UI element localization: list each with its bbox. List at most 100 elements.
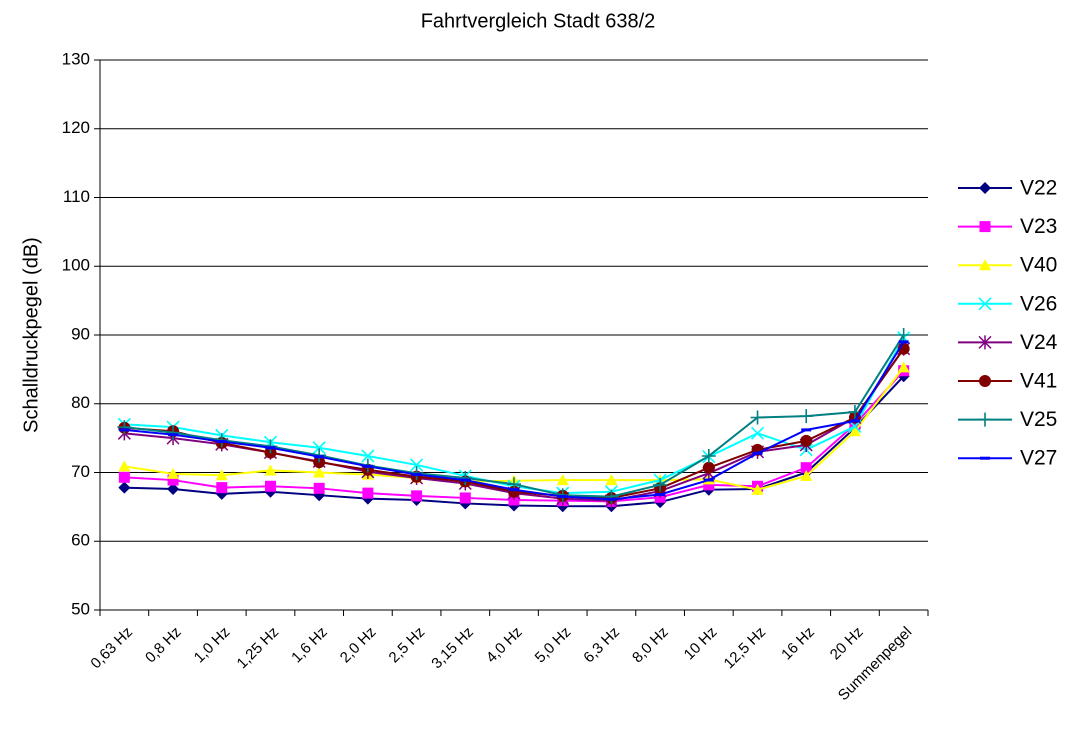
point [604, 489, 619, 504]
point [215, 469, 228, 481]
point [750, 410, 765, 425]
point [655, 493, 666, 496]
y-tick-label: 90 [71, 324, 90, 343]
point [167, 474, 179, 486]
point [118, 460, 131, 472]
y-tick-label: 80 [71, 393, 90, 412]
legend-marker [979, 221, 991, 233]
point [410, 458, 424, 472]
series [119, 340, 909, 501]
legend-label: V22 [1020, 177, 1057, 200]
point [509, 488, 519, 492]
y-tick-label: 60 [71, 531, 90, 550]
x-tick-label: 1,6 Hz [288, 624, 331, 667]
y-tick-label: 130 [62, 49, 90, 68]
point [411, 473, 422, 477]
x-tick-label: 4,0 Hz [483, 624, 526, 667]
legend-label: V27 [1020, 447, 1057, 470]
point [459, 492, 471, 504]
point [800, 469, 813, 481]
point [264, 464, 277, 476]
point [653, 477, 668, 492]
y-tick-label: 120 [62, 118, 90, 137]
x-tick-label: 1,0 Hz [191, 624, 234, 667]
x-tick-label: 2,5 Hz [386, 624, 429, 667]
x-tick-label: 0,8 Hz [142, 624, 185, 667]
point [703, 479, 715, 491]
point [166, 425, 181, 440]
point [752, 451, 763, 455]
line [124, 366, 905, 491]
point [362, 487, 374, 499]
line [124, 337, 905, 495]
y-tick-label: 110 [63, 187, 90, 206]
point [119, 428, 130, 432]
x-tick-label: 5,0 Hz [532, 624, 575, 667]
point [460, 478, 471, 482]
legend-marker [978, 335, 992, 350]
point [557, 495, 568, 499]
point [117, 420, 132, 435]
point [265, 446, 276, 450]
point [168, 433, 179, 437]
legend-label: V24 [1020, 331, 1058, 354]
x-tick-label: 10 Hz [681, 624, 721, 664]
point [216, 482, 228, 494]
x-tick-label: 12,5 Hz [721, 624, 770, 673]
point [605, 474, 618, 486]
point [312, 441, 326, 455]
legend-marker [980, 456, 990, 460]
x-tick-label: 2,0 Hz [337, 624, 380, 667]
point [701, 449, 716, 463]
legend-label: V25 [1020, 408, 1057, 431]
y-tick-label: 50 [71, 599, 90, 618]
point [849, 419, 860, 423]
legend-marker [979, 182, 991, 194]
x-tick-label: 1,25 Hz [234, 624, 283, 673]
point [361, 449, 375, 463]
legend-label: V41 [1020, 370, 1057, 393]
point [703, 478, 714, 482]
point [800, 434, 813, 447]
x-tick-label: 3,15 Hz [428, 624, 477, 673]
point [362, 464, 373, 468]
point [313, 482, 325, 494]
x-tick-label: 20 Hz [827, 624, 867, 664]
legend-marker [978, 297, 992, 311]
legend-marker [979, 259, 991, 271]
point [898, 340, 909, 344]
point [314, 455, 325, 459]
legend-marker [978, 412, 992, 427]
point [896, 328, 911, 342]
point [167, 483, 180, 495]
point [751, 483, 764, 495]
point [750, 426, 765, 440]
point [313, 466, 326, 478]
y-axis-title: Schalldruckpegel (dB) [20, 237, 42, 433]
chart-title: Fahrtvergleich Stadt 638/2 [421, 10, 656, 32]
legend-label: V26 [1020, 292, 1057, 315]
x-tick-label: 6,3 Hz [580, 624, 623, 667]
x-tick-label: 0,63 Hz [87, 624, 136, 673]
y-tick-label: 70 [71, 462, 90, 481]
point [118, 481, 131, 494]
point [800, 462, 812, 474]
point [264, 480, 276, 492]
point [118, 471, 130, 483]
point [216, 440, 227, 444]
point [458, 471, 473, 485]
point [799, 409, 814, 424]
point [702, 461, 715, 474]
legend-label: V23 [1020, 215, 1057, 238]
legend-marker [979, 375, 991, 387]
series [118, 361, 910, 495]
point [606, 497, 617, 501]
point [411, 490, 423, 502]
x-tick-label: 8,0 Hz [629, 624, 672, 667]
y-tick-label: 100 [62, 256, 90, 275]
x-tick-label: 16 Hz [778, 624, 818, 664]
point [897, 361, 910, 373]
point [801, 428, 812, 432]
legend-label: V40 [1020, 254, 1057, 277]
